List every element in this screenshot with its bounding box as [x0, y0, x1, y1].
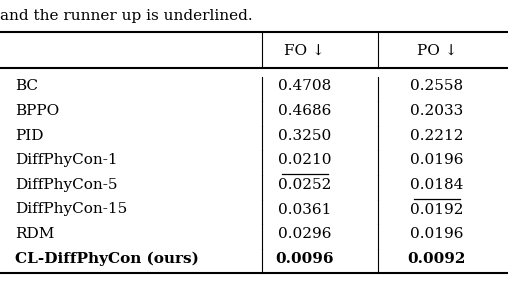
Text: DiffPhyCon-5: DiffPhyCon-5: [15, 178, 118, 192]
Text: and the runner up is underlined.: and the runner up is underlined.: [0, 9, 252, 23]
Text: 0.0210: 0.0210: [278, 153, 332, 167]
Text: 0.3250: 0.3250: [278, 129, 331, 143]
Text: FO ↓: FO ↓: [284, 44, 325, 58]
Text: BC: BC: [15, 80, 38, 94]
Text: 0.2212: 0.2212: [410, 129, 464, 143]
Text: PID: PID: [15, 129, 44, 143]
Text: DiffPhyCon-15: DiffPhyCon-15: [15, 202, 128, 217]
Text: 0.0184: 0.0184: [410, 178, 464, 192]
Text: 0.2558: 0.2558: [410, 80, 463, 94]
Text: PO ↓: PO ↓: [417, 44, 457, 58]
Text: 0.4708: 0.4708: [278, 80, 331, 94]
Text: 0.0092: 0.0092: [408, 252, 466, 266]
Text: 0.0096: 0.0096: [275, 252, 334, 266]
Text: 0.0252: 0.0252: [278, 178, 332, 192]
Text: BPPO: BPPO: [15, 104, 59, 118]
Text: 0.0196: 0.0196: [410, 153, 464, 167]
Text: 0.0361: 0.0361: [278, 202, 332, 217]
Text: 0.0296: 0.0296: [278, 227, 332, 241]
Text: RDM: RDM: [15, 227, 55, 241]
Text: 0.4686: 0.4686: [278, 104, 332, 118]
Text: DiffPhyCon-1: DiffPhyCon-1: [15, 153, 118, 167]
Text: CL-DiffPhyCon (ours): CL-DiffPhyCon (ours): [15, 252, 199, 266]
Text: 0.0192: 0.0192: [410, 202, 464, 217]
Text: 0.0196: 0.0196: [410, 227, 464, 241]
Text: 0.2033: 0.2033: [410, 104, 463, 118]
